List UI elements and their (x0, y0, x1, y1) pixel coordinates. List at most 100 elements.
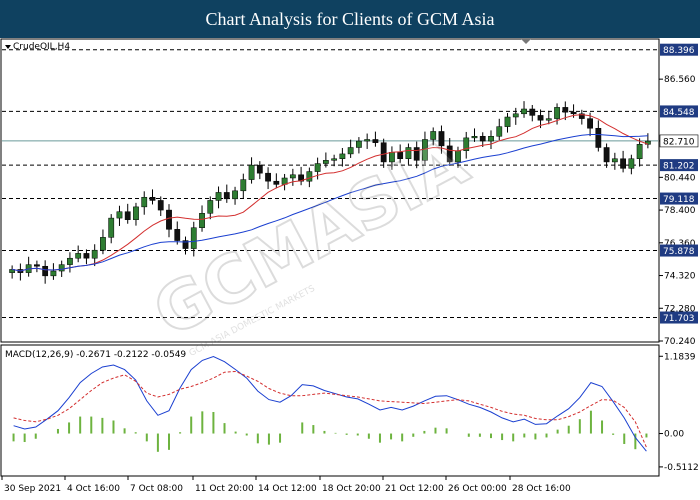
bull-candle (512, 113, 519, 118)
bear-candle (256, 164, 263, 174)
bull-candle (248, 164, 255, 180)
bear-candle (223, 192, 230, 200)
bull-candle (108, 217, 115, 238)
level-price-pill (660, 43, 698, 56)
level-price-label: 75.878 (663, 247, 695, 257)
x-tick-label: 11 Oct 20:00 (195, 484, 254, 494)
price-layer (2, 49, 658, 319)
current-price-box (659, 134, 699, 148)
level-price-label: 71.703 (663, 314, 695, 324)
bull-candle (91, 249, 98, 259)
x-tick-label: 28 Oct 16:00 (512, 484, 571, 494)
bear-candle (438, 131, 445, 147)
bear-candle (265, 172, 271, 182)
axis-layer: 86.560 82.710 80.440 78.400 76.360 74.320 72.2… (1, 43, 699, 494)
bull-candle (240, 179, 247, 192)
macd-y-tick-label: 0.00 (664, 430, 684, 440)
macd-signal-line (13, 370, 647, 448)
bear-candle (166, 209, 172, 230)
level-price-label: 84.548 (663, 108, 695, 118)
current-price-label: 82.710 (663, 137, 695, 147)
y-tick-label: 72.280 (664, 304, 696, 314)
bull-candle (405, 147, 412, 159)
bull-candle (75, 253, 82, 259)
macd-panel (0, 344, 660, 477)
price-panel (0, 38, 660, 343)
chart-area: 86.560 82.710 80.440 78.400 76.360 74.320 72.2… (0, 38, 699, 494)
y-tick-label: 70.240 (664, 337, 696, 347)
symbol-triangle-icon (5, 45, 11, 49)
x-tick-label: 14 Oct 12:00 (258, 484, 317, 494)
bear-candle (529, 108, 536, 116)
bear-candle (479, 136, 486, 142)
bull-candle (488, 136, 494, 142)
bull-candle (58, 264, 65, 272)
bear-candle (587, 118, 593, 129)
bear-candle (174, 229, 181, 241)
bull-candle (636, 144, 643, 159)
y-tick-label: 76.360 (664, 239, 696, 249)
x-tick-label: 30 Sep 2021 (4, 484, 61, 494)
bull-candle (199, 213, 205, 228)
bull-candle (430, 131, 437, 140)
x-tick-label: 7 Oct 08:00 (130, 484, 183, 494)
bull-candle (331, 158, 338, 161)
bull-candle (471, 136, 478, 139)
level-price-pill (660, 244, 698, 257)
x-tick-label: 26 Oct 00:00 (448, 484, 507, 494)
bear-candle (562, 107, 569, 113)
x-tick-label: 4 Oct 16:00 (67, 484, 120, 494)
bear-candle (182, 240, 189, 249)
bear-candle (595, 127, 602, 148)
bear-candle (149, 196, 156, 201)
bull-candle (190, 227, 197, 249)
bull-candle (116, 211, 123, 219)
bear-candle (537, 115, 544, 121)
macd-y-tick-label: 1.1839 (664, 352, 696, 362)
bull-candle (463, 137, 470, 151)
bull-candle (347, 147, 354, 155)
level-price-label: 79.118 (663, 195, 695, 205)
bull-candle (496, 126, 503, 137)
bull-candle (322, 160, 329, 164)
bull-candle (521, 108, 527, 115)
y-tick-label: 80.440 (664, 173, 696, 183)
bear-candle (372, 139, 379, 143)
level-price-pill (660, 105, 698, 118)
level-price-pill (660, 192, 698, 205)
level-price-pill (660, 159, 698, 172)
bull-candle (504, 116, 511, 127)
macd-layer (12, 355, 648, 452)
y-tick-label: 86.560 (664, 75, 696, 85)
page-title: Chart Analysis for Clients of GCM Asia (205, 9, 495, 29)
macd-y-tick-label: -0.5112 (664, 463, 699, 473)
price-chart-title: CrudeOIL,H4 (13, 42, 70, 52)
bull-candle (289, 174, 296, 179)
bull-candle (545, 118, 552, 121)
bull-candle (232, 190, 238, 200)
ma-fast-line (12, 114, 649, 272)
macd-main-line (13, 355, 647, 452)
bull-candle (306, 171, 313, 182)
bull-candle (207, 200, 214, 214)
bull-candle (611, 158, 618, 163)
bear-candle (273, 180, 280, 185)
bear-candle (578, 113, 585, 119)
bull-candle (100, 237, 106, 251)
bear-candle (157, 200, 164, 211)
bear-candle (570, 111, 577, 115)
bear-candle (446, 145, 453, 163)
bear-candle (413, 147, 420, 161)
bull-candle (67, 257, 73, 265)
bull-candle (215, 192, 222, 201)
bull-candle (356, 140, 362, 148)
level-price-pill (660, 311, 698, 324)
macd-title: MACD(12,26,9) -0.2671 -0.2122 -0.0549 (5, 350, 186, 360)
bull-candle (339, 153, 346, 159)
bear-candle (34, 264, 40, 267)
bull-candle (554, 107, 560, 119)
bear-candle (124, 211, 131, 220)
bull-candle (133, 206, 139, 220)
bull-candle (141, 196, 148, 208)
x-tick-label: 18 Oct 20:00 (322, 484, 381, 494)
